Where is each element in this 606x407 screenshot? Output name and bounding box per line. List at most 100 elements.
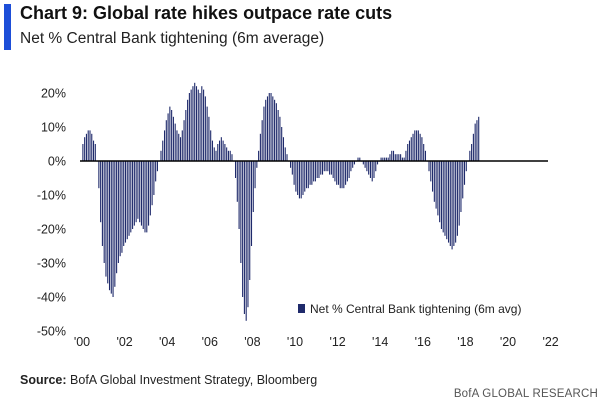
bar [286, 154, 288, 161]
bar [107, 161, 109, 284]
bar [123, 161, 125, 246]
bar [178, 133, 180, 161]
bar [408, 140, 411, 161]
bar-chart: -50%-40%-30%-20%-10%0%10%20% '00'02'04'0… [37, 82, 559, 349]
bar [247, 161, 249, 308]
bar [243, 161, 245, 314]
bar [121, 161, 123, 253]
bar [192, 86, 194, 161]
bar [217, 144, 219, 161]
bar [304, 161, 306, 192]
bar [446, 161, 448, 240]
bar [334, 161, 336, 182]
bar [380, 157, 382, 161]
bar [369, 161, 371, 178]
bar [153, 161, 155, 195]
bar [132, 161, 134, 229]
bar [471, 144, 473, 161]
bar [144, 161, 146, 233]
bar [403, 157, 405, 161]
bar [389, 154, 391, 161]
bar [295, 161, 297, 192]
bar [176, 130, 178, 161]
bar [412, 133, 414, 161]
x-tick-label: '22 [542, 335, 558, 349]
x-tick-label: '02 [116, 335, 132, 349]
bar [384, 157, 386, 161]
bar [222, 140, 224, 161]
bar [451, 161, 453, 250]
bar [416, 130, 418, 161]
bar [449, 161, 451, 246]
bar [373, 161, 375, 178]
bar [156, 161, 158, 172]
bar [215, 150, 217, 161]
bar [213, 147, 215, 161]
bar [133, 161, 135, 226]
bar [204, 96, 206, 161]
bar [320, 161, 322, 175]
x-tick-label: '18 [457, 335, 473, 349]
bar [270, 93, 272, 161]
bar [330, 161, 332, 175]
bar [89, 130, 91, 161]
bar [394, 154, 396, 161]
bar [119, 161, 121, 257]
bar [453, 161, 455, 246]
x-tick-label: '12 [329, 335, 345, 349]
bar [98, 161, 100, 189]
bar [456, 161, 458, 236]
bar [206, 106, 208, 161]
bar [187, 99, 189, 161]
bar [203, 89, 205, 161]
bar [268, 93, 270, 161]
legend-swatch [298, 304, 305, 313]
bar [110, 161, 112, 294]
bar [401, 157, 403, 161]
bar [368, 161, 370, 175]
bar [254, 161, 256, 189]
bar [350, 161, 352, 172]
legend-label: Net % Central Bank tightening (6m avg) [310, 302, 521, 316]
bar [263, 106, 265, 161]
bar [472, 133, 474, 161]
bar [103, 161, 105, 263]
bar [423, 144, 425, 161]
bar [455, 161, 457, 243]
bar [181, 130, 183, 161]
bar [275, 103, 277, 161]
bar [305, 161, 308, 189]
bar [382, 157, 384, 161]
bar [137, 161, 139, 219]
bar [476, 120, 478, 161]
bar [298, 161, 300, 199]
x-tick-label: '14 [372, 335, 388, 349]
bar [142, 161, 144, 229]
bar [458, 161, 460, 226]
bar [234, 161, 237, 178]
bar [343, 161, 345, 189]
bar [272, 96, 274, 161]
bar [277, 110, 279, 161]
bar [84, 137, 86, 161]
y-tick-label: -50% [37, 325, 66, 339]
bar [311, 161, 313, 185]
bar [290, 161, 292, 168]
bar [419, 133, 421, 161]
chart-subtitle: Net % Central Bank tightening (6m averag… [20, 30, 325, 47]
bar [114, 161, 116, 287]
bar [85, 133, 87, 161]
bar [108, 161, 111, 291]
publisher-credit: BofA GLOBAL RESEARCH [453, 388, 598, 400]
bar [197, 89, 199, 161]
bar [417, 130, 419, 161]
bar [336, 161, 338, 185]
bar [185, 110, 187, 161]
bar [105, 161, 107, 277]
bar [252, 161, 254, 212]
bar [101, 161, 103, 246]
bar [210, 130, 212, 161]
y-tick-label: -10% [37, 189, 66, 203]
bar [274, 99, 276, 161]
bar [316, 161, 318, 178]
